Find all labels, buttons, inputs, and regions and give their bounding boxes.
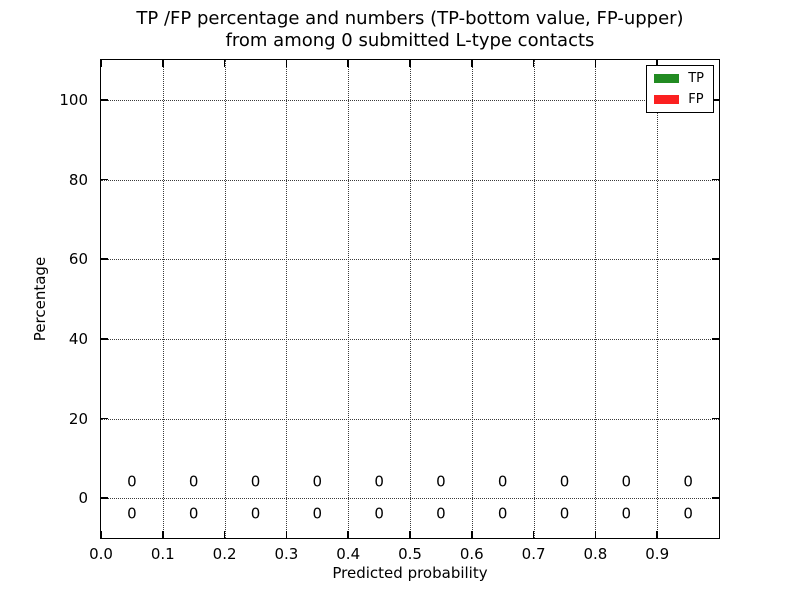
y-tick-label: 100 (59, 90, 88, 109)
tp-count-annotation: 0 (374, 504, 384, 523)
gridline-h (101, 338, 719, 340)
tp-count-annotation: 0 (436, 504, 446, 523)
tp-count-annotation: 0 (127, 504, 137, 523)
chart-title-line1: TP /FP percentage and numbers (TP-bottom… (136, 8, 684, 29)
y-tick-label: 40 (68, 329, 88, 348)
legend-fp-label: FP (688, 92, 704, 107)
gridline-h (101, 179, 719, 181)
y-tick-mark (101, 258, 108, 260)
x-tick-label: 0.0 (89, 545, 113, 563)
tp-count-annotation: 0 (621, 504, 632, 523)
x-tick-mark (656, 531, 658, 538)
tp-count-annotation: 0 (497, 504, 508, 523)
x-tick-mark-top (285, 60, 288, 67)
gridline-v (162, 60, 164, 538)
chart-title: TP /FP percentage and numbers (TP-bottom… (101, 8, 719, 52)
legend: TP FP (646, 65, 714, 113)
legend-tp-swatch-icon (654, 74, 680, 83)
y-tick-label: 0 (78, 489, 88, 508)
x-tick-mark (223, 531, 226, 538)
fp-count-annotation: 0 (683, 472, 693, 491)
x-tick-mark (285, 531, 288, 538)
fp-count-annotation: 0 (127, 472, 137, 491)
y-tick-label: 80 (68, 170, 88, 189)
fp-count-annotation: 0 (621, 472, 632, 491)
x-tick-mark-top (532, 60, 535, 67)
gridline-v (286, 60, 288, 538)
gridline-v (595, 60, 597, 538)
y-tick-mark (101, 178, 108, 181)
x-tick-label: 0.3 (274, 545, 299, 563)
fp-count-annotation: 0 (312, 472, 323, 491)
y-tick-mark-right (712, 417, 719, 420)
y-tick-mark-right (712, 258, 719, 260)
x-tick-mark-top (594, 60, 597, 67)
gridline-v (224, 60, 226, 538)
fp-count-annotation: 0 (497, 472, 508, 491)
x-tick-mark (594, 531, 597, 538)
tp-count-annotation: 0 (250, 504, 261, 523)
gridline-v (533, 60, 535, 538)
y-tick-mark (101, 497, 108, 499)
plot-area: 0 0 0 0 0 0 0 0 0 0 0 0 0 0 0 0 0 0 0 0 TP FP (100, 59, 720, 539)
y-tick-mark (101, 338, 108, 340)
chart-title-line2: from among 0 submitted L-type contacts (225, 30, 595, 51)
tp-count-annotation: 0 (683, 504, 693, 523)
tp-count-annotation: 0 (312, 504, 323, 523)
legend-item-fp: FP (654, 92, 704, 107)
gridline-v (657, 60, 659, 538)
y-tick-label: 20 (68, 409, 88, 428)
x-tick-mark-top (100, 60, 102, 67)
y-tick-label: 60 (68, 250, 88, 269)
legend-fp-swatch-icon (654, 95, 680, 104)
legend-item-tp: TP (654, 71, 704, 86)
gridline-v (410, 60, 411, 538)
gridline-h (101, 259, 719, 261)
fp-count-annotation: 0 (374, 472, 384, 491)
x-tick-label: 0.9 (645, 545, 670, 563)
y-tick-mark-right (712, 497, 719, 499)
x-tick-mark (162, 531, 164, 538)
gridline-v (348, 60, 350, 538)
x-tick-mark (532, 531, 535, 538)
y-tick-mark-right (712, 338, 719, 340)
x-tick-label: 0.7 (521, 545, 546, 563)
gridline-h (101, 418, 719, 420)
x-axis-label: Predicted probability (332, 564, 488, 582)
x-tick-label: 0.4 (336, 545, 361, 563)
legend-tp-label: TP (688, 71, 704, 86)
tp-count-annotation: 0 (188, 504, 199, 523)
x-tick-label: 0.1 (150, 545, 175, 563)
x-tick-mark (100, 531, 102, 538)
gridline-h (101, 498, 719, 500)
y-tick-mark-right (712, 178, 719, 181)
x-tick-mark-top (656, 60, 658, 67)
x-tick-mark-top (162, 60, 164, 67)
x-tick-mark (471, 531, 473, 538)
x-tick-mark-top (223, 60, 226, 67)
x-tick-label: 0.8 (583, 545, 608, 563)
x-tick-mark-top (409, 60, 411, 67)
y-tick-mark-right (712, 99, 719, 101)
tp-count-annotation: 0 (559, 504, 570, 523)
fp-count-annotation: 0 (250, 472, 261, 491)
x-tick-mark-top (471, 60, 473, 67)
x-tick-mark (409, 531, 411, 538)
y-tick-mark (101, 99, 108, 101)
fp-count-annotation: 0 (188, 472, 199, 491)
x-tick-label: 0.5 (398, 545, 422, 563)
x-tick-label: 0.2 (212, 545, 237, 563)
gridline-v (471, 60, 473, 538)
y-tick-mark (101, 417, 108, 420)
x-tick-label: 0.6 (459, 545, 484, 563)
x-tick-mark-top (347, 60, 349, 67)
fp-count-annotation: 0 (559, 472, 570, 491)
fp-count-annotation: 0 (436, 472, 446, 491)
gridline-h (101, 99, 719, 101)
x-tick-mark (347, 531, 349, 538)
y-axis-label: Percentage (31, 256, 49, 342)
